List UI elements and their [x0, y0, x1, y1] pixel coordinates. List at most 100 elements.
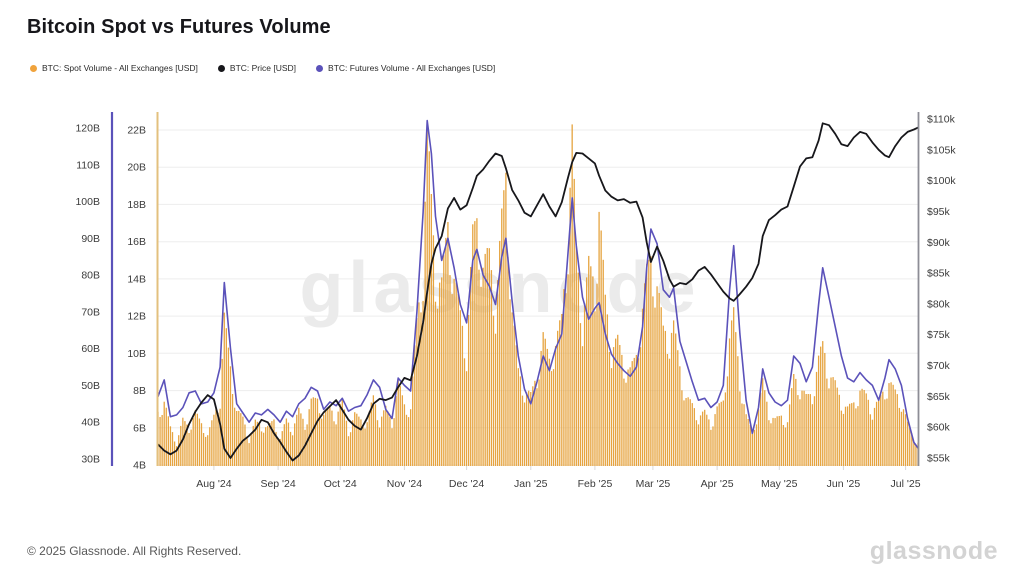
legend-item-1[interactable]: BTC: Spot Volume - All Exchanges [USD]	[30, 63, 198, 73]
spot-volume-bar	[697, 424, 700, 466]
spot-volume-bar	[894, 389, 896, 466]
spot-volume-bar	[184, 421, 186, 466]
spot-volume-bar	[726, 376, 729, 466]
spot-volume-bar	[314, 397, 317, 466]
spot-volume-bar	[476, 218, 478, 466]
spot-volume-bar	[244, 424, 246, 466]
spot-volume-bar	[813, 396, 816, 466]
spot-volume-bar	[741, 403, 743, 466]
spot-volume-bar	[875, 401, 878, 466]
spot-volume-bar	[320, 418, 323, 466]
spot-volume-bar	[534, 380, 536, 466]
spot-volume-bar	[409, 409, 412, 466]
spot-volume-bar	[880, 394, 882, 466]
spot-volume-bar	[374, 404, 377, 466]
spot-volume-bar	[552, 369, 555, 466]
spot-volume-bar	[846, 406, 849, 466]
spot-volume-bar	[480, 286, 482, 466]
spot-volume-bar	[474, 221, 476, 466]
spot-volume-bar	[393, 418, 395, 466]
spot-volume-bar	[362, 427, 364, 466]
x-axis-tick-label: Jan '25	[514, 478, 548, 490]
spot-volume-bar	[215, 409, 217, 466]
spot-volume-bar	[851, 403, 853, 466]
spot-volume-bar	[494, 333, 497, 466]
spot-volume-bar	[496, 280, 499, 466]
spot-volume-bar	[629, 367, 631, 466]
spot-volume-bar	[865, 393, 867, 466]
spot-volume-bar	[383, 410, 385, 466]
spot-volume-bar	[652, 296, 654, 466]
price-axis-tick-label: $60k	[927, 422, 951, 434]
page-title: Bitcoin Spot vs Futures Volume	[27, 16, 331, 38]
spot-volume-bar	[749, 425, 751, 466]
spot-volume-bar	[407, 417, 410, 466]
spot-volume-bar	[304, 429, 306, 466]
spot-volume-bar	[795, 378, 797, 466]
spot-volume-bar	[824, 353, 826, 466]
spot-volume-bar	[381, 416, 383, 466]
spot-volume-bar	[710, 429, 712, 466]
spot-volume-bar	[279, 438, 281, 466]
spot-volume-bar	[679, 366, 681, 466]
spot-volume-bar	[832, 377, 834, 466]
spot-volume-bar	[774, 418, 776, 466]
spot-volume-bar	[412, 376, 414, 466]
copyright-text: © 2025 Glassnode. All Rights Reserved.	[27, 544, 242, 558]
spot-volume-bar	[540, 350, 542, 466]
spot-volume-bar	[896, 394, 898, 466]
spot-volume-bar	[447, 222, 449, 466]
spot-volume-bar	[720, 401, 722, 466]
spot-volume-bar	[722, 400, 724, 466]
legend-item-3[interactable]: BTC: Futures Volume - All Exchanges [USD…	[316, 63, 495, 73]
spot-volume-bar	[704, 409, 706, 466]
chart-legend: BTC: Spot Volume - All Exchanges [USD] BT…	[30, 63, 495, 73]
spot-volume-bar	[167, 416, 169, 466]
glassnode-wordmark: glassnode	[869, 537, 998, 565]
spot-volume-bar	[594, 311, 596, 466]
spot-volume-bar	[801, 390, 803, 466]
spot-volume-bar	[888, 383, 890, 466]
spot-volume-bar	[318, 413, 321, 466]
spot-volume-bar	[397, 379, 399, 466]
spot-volume-bar	[273, 419, 275, 466]
spot-volume-bar	[826, 378, 828, 466]
spot-volume-bar	[743, 404, 745, 466]
spot-volume-bar	[401, 395, 404, 466]
spot-volume-bar	[842, 413, 845, 466]
spot-volume-bar	[849, 403, 851, 466]
spot-volume-bar	[229, 366, 232, 466]
spot-volume-bar	[173, 441, 176, 466]
spot-volume-bar	[339, 403, 341, 466]
spot-volume-bar	[325, 410, 327, 466]
spot-axis-tick-label: 4B	[133, 460, 146, 472]
legend-item-2[interactable]: BTC: Price [USD]	[217, 63, 296, 73]
spot-volume-bar	[198, 418, 201, 466]
spot-volume-bar	[784, 427, 787, 466]
spot-volume-bar	[685, 398, 687, 466]
spot-volume-bar	[331, 410, 333, 466]
spot-volume-bar	[575, 244, 577, 466]
spot-volume-bar	[180, 425, 182, 466]
spot-axis-tick-label: 6B	[133, 422, 146, 434]
spot-volume-bar	[501, 208, 503, 466]
spot-volume-bar	[428, 151, 430, 467]
spot-volume-bar	[706, 414, 708, 466]
spot-volume-bar	[488, 248, 490, 466]
spot-volume-bar	[612, 347, 615, 466]
spot-volume-bar	[238, 410, 240, 466]
spot-volume-bar	[511, 312, 513, 466]
x-axis-tick-label: May '25	[761, 478, 798, 490]
spot-volume-bar	[598, 211, 600, 466]
spot-volume-bar	[186, 424, 188, 466]
spot-volume-bar	[662, 325, 664, 466]
spot-volume-bar	[737, 356, 739, 466]
spot-volume-bar	[509, 299, 511, 466]
spot-volume-bar	[619, 345, 621, 466]
spot-volume-bar	[233, 407, 236, 466]
spot-volume-bar	[372, 395, 375, 466]
spot-volume-bar	[329, 406, 331, 466]
spot-volume-bar	[190, 429, 192, 466]
